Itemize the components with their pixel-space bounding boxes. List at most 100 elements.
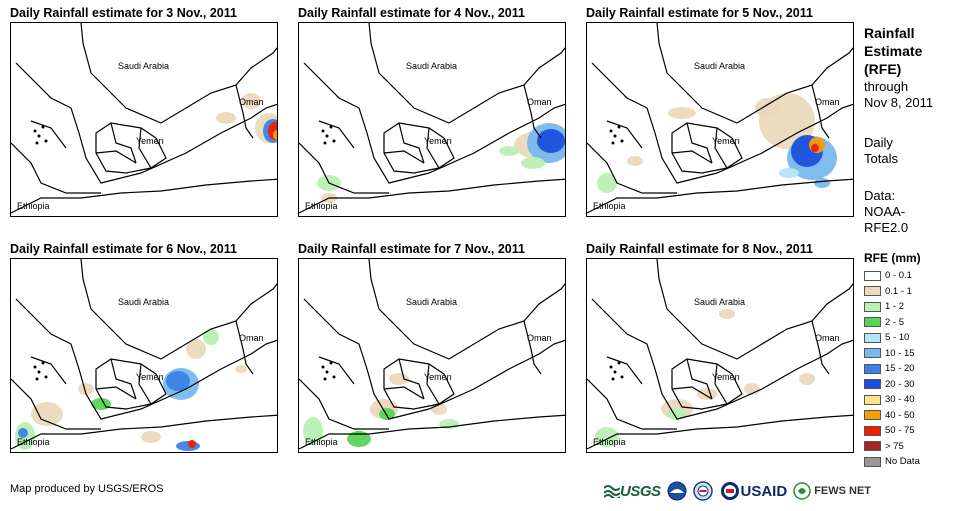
panel-title: Daily Rainfall estimate for 3 Nov., 2011 [10, 6, 237, 20]
oman-label: Oman [527, 97, 552, 107]
legend-data-source: Data: NOAA- RFE2.0 [864, 188, 908, 236]
legend-label: 15 - 20 [885, 363, 915, 375]
legend-label: 20 - 30 [885, 378, 915, 390]
legend-title-line: Rainfall [864, 25, 915, 41]
legend-item: 5 - 10 [864, 330, 920, 346]
legend-label: 50 - 75 [885, 425, 915, 437]
legend-item: 50 - 75 [864, 423, 920, 439]
legend-item: 30 - 40 [864, 392, 920, 408]
legend-swatch [864, 348, 881, 359]
panel-title: Daily Rainfall estimate for 5 Nov., 2011 [586, 6, 813, 20]
legend-item: 20 - 30 [864, 377, 920, 393]
yemen-label: Yemen [424, 136, 452, 146]
legend-swatch [864, 379, 881, 390]
yemen-label: Yemen [424, 372, 452, 382]
legend-title-line: Estimate [864, 43, 923, 59]
dhs-seal-logo [692, 481, 713, 501]
usaid-logo: USAID [719, 481, 788, 501]
legend-label: 1 - 2 [885, 301, 905, 313]
saudi-arabia-label: Saudi Arabia [406, 297, 458, 307]
yemen-label: Yemen [136, 136, 164, 146]
legend-swatch [864, 425, 881, 436]
legend-rfe-title: RFE (mm) [864, 251, 921, 265]
legend-data-line: Data: [864, 188, 896, 203]
saudi-arabia-label: Saudi Arabia [118, 61, 170, 71]
legend-title: Rainfall Estimate (RFE) [864, 24, 922, 78]
saudi-arabia-label: Saudi Arabia [694, 61, 746, 71]
saudi-arabia-label: Saudi Arabia [406, 61, 458, 71]
rainfall-map: Saudi ArabiaOmanYemenEthiopiaSomalia [298, 258, 566, 453]
saudi-arabia-label: Saudi Arabia [694, 297, 746, 307]
saudi-arabia-label: Saudi Arabia [118, 297, 170, 307]
legend-totals-line: Totals [864, 151, 898, 166]
ethiopia-label: Ethiopia [17, 201, 50, 211]
legend-swatch [864, 332, 881, 343]
panel-title: Daily Rainfall estimate for 4 Nov., 2011 [298, 6, 525, 20]
yemen-label: Yemen [136, 372, 164, 382]
oman-label: Oman [239, 333, 264, 343]
oman-label: Oman [239, 97, 264, 107]
fews-net-logo: FEWS NET [793, 482, 871, 500]
ethiopia-label: Ethiopia [305, 201, 338, 211]
yemen-label: Yemen [712, 136, 740, 146]
usaid-logo-text: USAID [740, 482, 788, 500]
legend-swatch [864, 394, 881, 405]
legend-item: 0 - 0.1 [864, 268, 920, 284]
usgs-logo-text: USGS [620, 482, 661, 500]
legend-label: 2 - 5 [885, 316, 905, 328]
partner-logos: USGS USAID FEWS NET [604, 481, 877, 501]
legend-label: 30 - 40 [885, 394, 915, 406]
legend-item: > 75 [864, 439, 920, 455]
ethiopia-label: Ethiopia [17, 437, 50, 447]
fews-net-logo-text: FEWS NET [814, 485, 872, 497]
map-canvas [587, 23, 853, 214]
legend-swatch [864, 317, 881, 328]
legend-date: Nov 8, 2011 [864, 95, 934, 110]
ethiopia-label: Ethiopia [305, 437, 338, 447]
oman-label: Oman [815, 333, 840, 343]
seal-icon [692, 481, 713, 501]
oman-label: Oman [815, 97, 840, 107]
map-canvas [587, 259, 853, 450]
legend-item: No Data [864, 454, 920, 470]
legend-swatch [864, 301, 881, 312]
map-canvas [11, 23, 277, 214]
legend-swatch [864, 286, 881, 297]
legend-label: > 75 [885, 440, 904, 452]
map-canvas [299, 23, 565, 214]
usgs-wave-icon [604, 485, 620, 498]
usaid-seal-icon [720, 482, 739, 500]
legend-swatch [864, 410, 881, 421]
oman-label: Oman [527, 333, 552, 343]
legend-list: 0 - 0.1 0.1 - 1 1 - 2 2 - 5 5 - 10 10 - 15 15 … [864, 268, 920, 470]
legend-swatch [864, 363, 881, 374]
rainfall-map: Saudi ArabiaOmanYemenEthiopiaSomalia [10, 22, 278, 217]
ethiopia-label: Ethiopia [593, 201, 626, 211]
rainfall-map: Saudi ArabiaOmanYemenEthiopiaSomalia [586, 22, 854, 217]
ethiopia-label: Ethiopia [593, 437, 626, 447]
legend-swatch [864, 441, 881, 452]
legend-data-line: RFE2.0 [864, 220, 909, 235]
legend-label: 0 - 0.1 [885, 270, 912, 282]
legend-label: 5 - 10 [885, 332, 910, 344]
legend-label: 0.1 - 1 [885, 285, 912, 297]
legend-item: 1 - 2 [864, 299, 920, 315]
legend-swatch [864, 456, 881, 467]
fews-globe-icon [793, 482, 811, 500]
legend-data-line: NOAA- [864, 204, 906, 219]
legend-swatch [864, 270, 881, 281]
panel-title: Daily Rainfall estimate for 6 Nov., 2011 [10, 242, 237, 256]
legend-item: 15 - 20 [864, 361, 920, 377]
noaa-seal-icon [667, 481, 687, 501]
usgs-logo: USGS [604, 483, 661, 500]
panel-title: Daily Rainfall estimate for 7 Nov., 2011 [298, 242, 525, 256]
legend-item: 0.1 - 1 [864, 284, 920, 300]
rainfall-map: Saudi ArabiaOmanYemenEthiopiaSomalia [298, 22, 566, 217]
noaa-logo [667, 481, 687, 501]
legend-item: 40 - 50 [864, 408, 920, 424]
legend-item: 2 - 5 [864, 315, 920, 331]
legend-totals: Daily Totals [864, 135, 898, 167]
map-canvas [299, 259, 565, 450]
legend-label: No Data [885, 456, 920, 468]
rainfall-map: Saudi ArabiaOmanYemenEthiopiaSomalia [10, 258, 278, 453]
